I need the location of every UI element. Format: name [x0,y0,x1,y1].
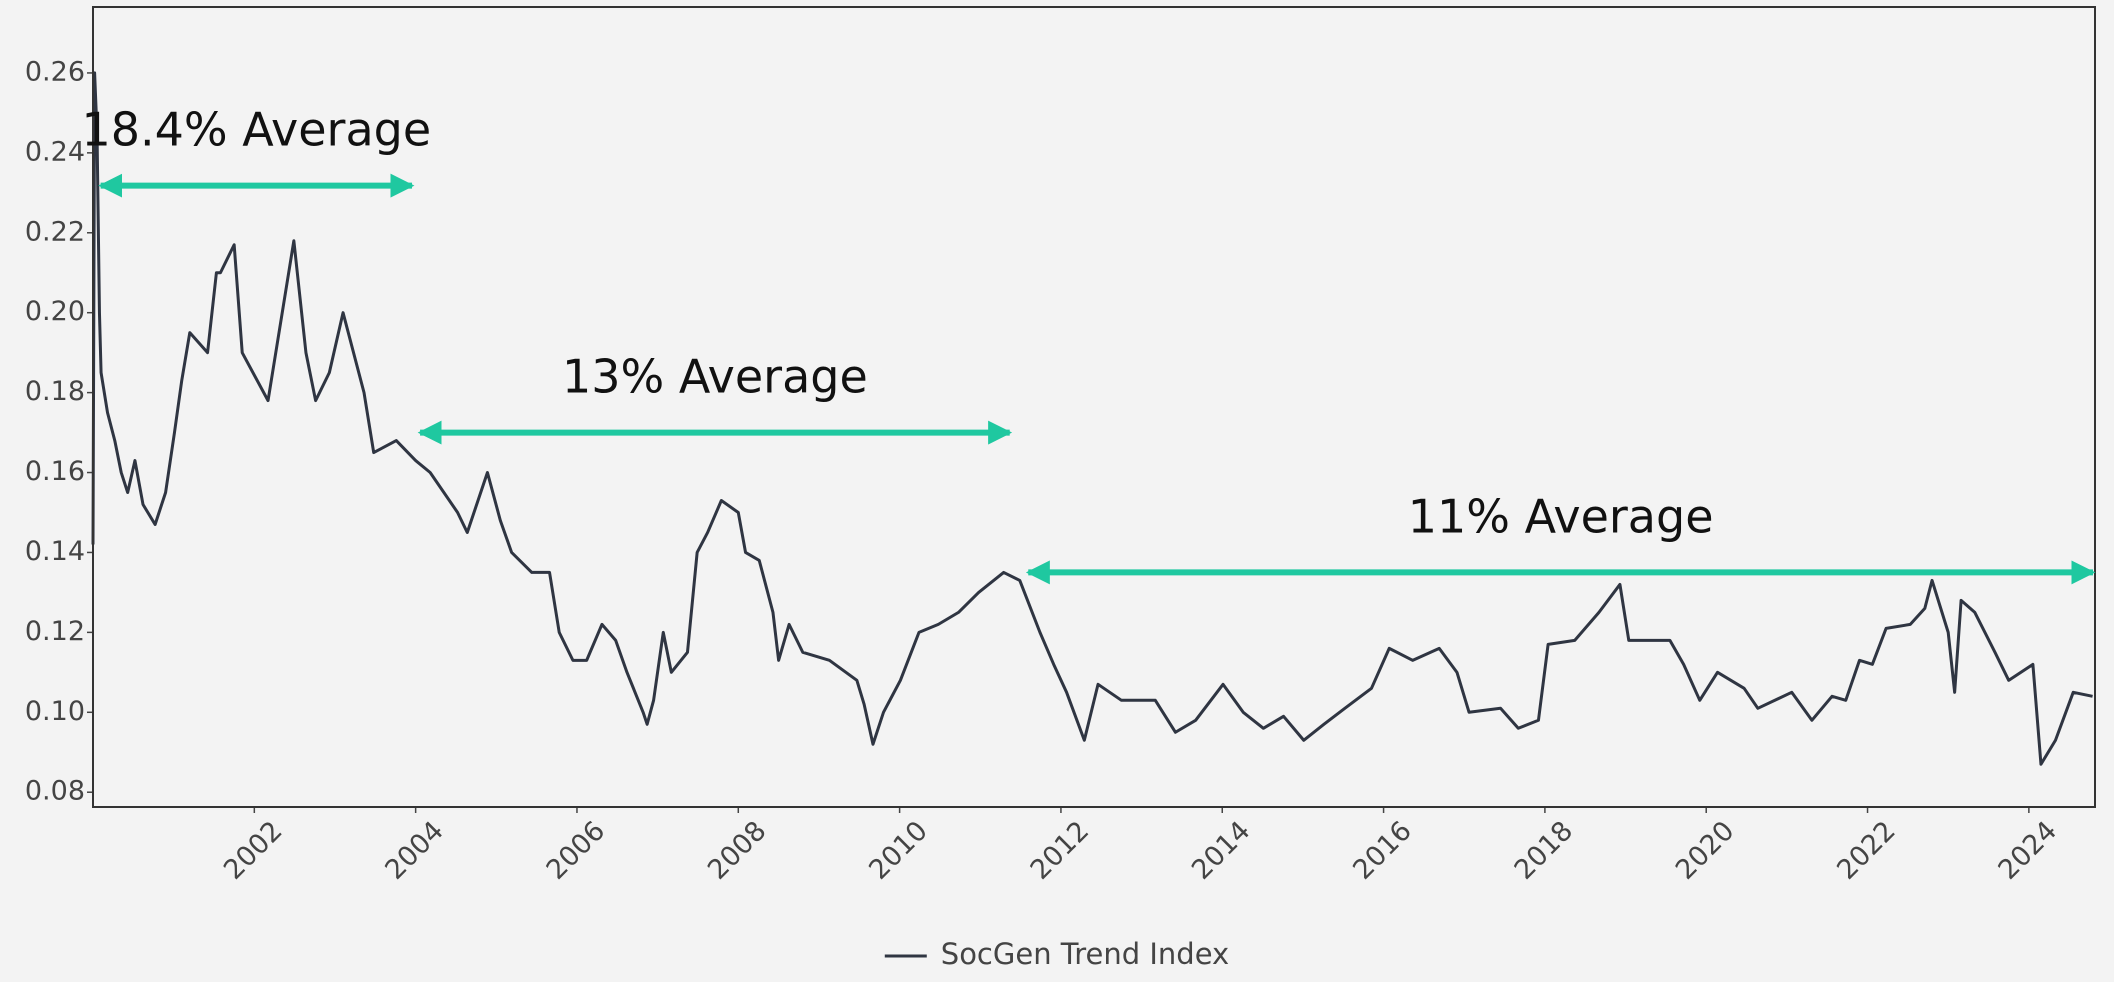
y-tick-label: 0.18 [25,376,85,407]
y-tick-label: 0.24 [25,136,85,167]
annotation: 18.4% Average [82,103,432,157]
plot-frame [92,6,2096,808]
y-tick-label: 0.14 [25,536,85,567]
annotation: 11% Average [1408,489,1714,543]
y-tick-label: 0.26 [25,56,85,87]
series-line [91,71,2093,766]
legend-label: SocGen Trend Index [941,937,1229,971]
y-tick-label: 0.20 [25,296,85,327]
annotation: 13% Average [562,350,868,404]
y-tick-label: 0.22 [25,216,85,247]
y-tick-label: 0.10 [25,696,85,727]
y-tick-label: 0.08 [25,776,85,807]
y-tick-label: 0.12 [25,616,85,647]
y-tick-label: 0.16 [25,456,85,487]
